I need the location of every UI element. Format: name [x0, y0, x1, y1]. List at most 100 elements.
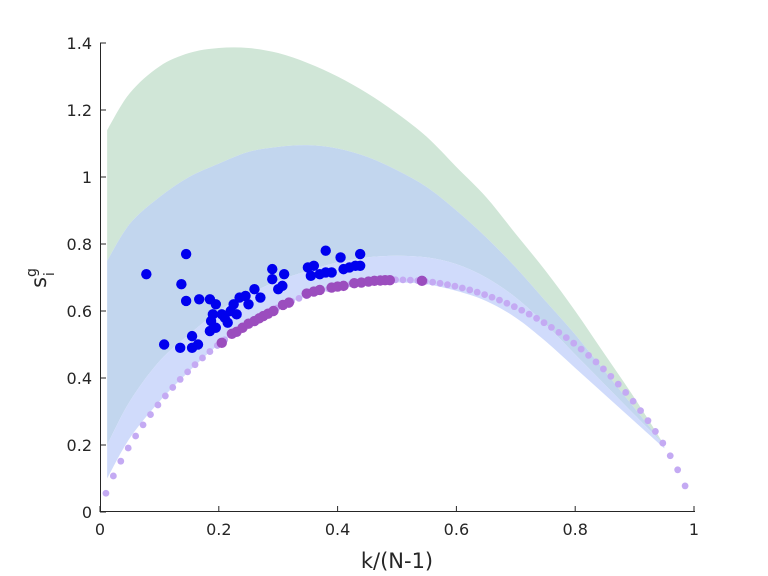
blue-point — [207, 309, 219, 320]
light-purple-point — [525, 310, 533, 318]
blue-point — [249, 284, 260, 295]
light-purple-point — [644, 417, 652, 425]
band-lavender-band — [107, 255, 665, 479]
light-purple-point — [169, 384, 177, 391]
band-green-band — [107, 47, 665, 446]
light-purple-point — [562, 334, 570, 342]
blue-point — [308, 260, 320, 271]
light-purple-point — [555, 328, 563, 336]
light-purple-point — [600, 365, 607, 373]
light-purple-point — [488, 293, 496, 301]
light-purple-point — [429, 278, 437, 286]
light-purple-point — [577, 345, 585, 353]
light-purple-point — [109, 472, 117, 480]
light-purple-point — [436, 279, 444, 287]
light-purple-point — [607, 372, 615, 380]
light-purple-point — [666, 452, 674, 460]
x-tick-label: 0 — [95, 520, 105, 539]
light-purple-point — [132, 432, 140, 440]
light-purple-point — [651, 428, 659, 435]
light-purple-point — [295, 294, 303, 302]
light-purple-point — [399, 276, 407, 284]
blue-point — [335, 252, 346, 263]
blue-point — [267, 273, 278, 285]
blue-point — [186, 330, 198, 342]
y-axis-label-subscript: i — [42, 272, 58, 276]
x-tick-label: 0.4 — [325, 520, 350, 539]
blue-point — [180, 248, 192, 260]
purple-point — [314, 284, 325, 296]
blue-point — [194, 294, 205, 305]
light-purple-point — [176, 376, 184, 383]
light-purple-point — [629, 397, 637, 405]
blue-point — [305, 270, 317, 282]
blue-point — [267, 263, 278, 275]
band-layer — [107, 47, 665, 479]
light-purple-point — [466, 286, 474, 294]
x-tick-label: 0.6 — [444, 520, 469, 539]
blue-point — [255, 292, 266, 303]
light-purple-point — [659, 439, 667, 447]
blue-point — [277, 280, 288, 292]
y-tick-label: 0.6 — [67, 302, 92, 321]
light-purple-point — [199, 354, 206, 362]
axes — [100, 43, 695, 512]
purple-point — [384, 274, 396, 286]
blue-point — [243, 299, 254, 310]
light-purple-point — [637, 407, 644, 415]
light-purple-point — [458, 284, 466, 292]
light-purple-point — [540, 319, 548, 327]
point-layer — [102, 245, 689, 497]
light-purple-point — [451, 282, 459, 290]
light-purple-point — [184, 368, 192, 376]
x-axis-label: k/(N-1) — [361, 549, 433, 573]
purple-point — [283, 297, 295, 308]
purple-point — [338, 280, 349, 292]
light-purple-point — [496, 296, 503, 304]
light-purple-point — [406, 276, 414, 284]
light-purple-point — [161, 392, 169, 400]
blue-point — [210, 299, 222, 310]
blue-point — [326, 267, 337, 278]
blue-point — [158, 339, 170, 350]
blue-point — [278, 268, 290, 280]
light-purple-point — [592, 358, 600, 366]
light-purple-point — [124, 444, 132, 452]
purple-point — [268, 305, 279, 317]
blue-point — [192, 339, 204, 350]
y-axis-label-main: s — [27, 277, 51, 288]
y-tick-label: 0.4 — [67, 369, 92, 388]
light-purple-point — [117, 457, 125, 465]
blue-point — [231, 309, 242, 320]
y-tick-label: 0.8 — [67, 235, 92, 254]
y-axis-label-superscript: g — [24, 268, 40, 277]
blue-point — [354, 260, 366, 271]
x-tick-label: 1 — [689, 520, 699, 539]
light-purple-point — [191, 361, 199, 369]
svg-text:sgi: sg i — [24, 268, 58, 288]
blue-point — [174, 342, 186, 354]
light-purple-point — [473, 288, 481, 296]
x-tick-label: 0.8 — [562, 520, 587, 539]
light-purple-point — [548, 323, 555, 331]
y-tick-label: 1.4 — [67, 34, 92, 53]
y-axis-label: sg i — [24, 268, 58, 288]
light-purple-point — [622, 389, 630, 396]
tick-layer: 0 0.2 0.4 0.6 0.8 1 0 0.2 0.4 0.6 0.8 1 1.2 1.4 — [67, 34, 700, 539]
y-tick-label: 0.2 — [67, 436, 92, 455]
light-purple-point — [533, 314, 540, 322]
x-tick-label: 0.2 — [206, 520, 231, 539]
blue-point — [176, 279, 187, 290]
light-purple-point — [481, 291, 489, 298]
y-tick-label: 1 — [82, 168, 92, 187]
blue-point — [141, 268, 152, 280]
blue-point — [180, 295, 192, 307]
light-purple-point — [139, 421, 147, 429]
blue-point — [240, 290, 251, 302]
light-purple-point — [147, 411, 154, 418]
blue-point — [228, 299, 239, 310]
light-purple-point — [570, 339, 578, 347]
light-purple-point — [681, 482, 689, 490]
purple-point — [416, 275, 428, 287]
light-purple-point — [503, 299, 511, 307]
